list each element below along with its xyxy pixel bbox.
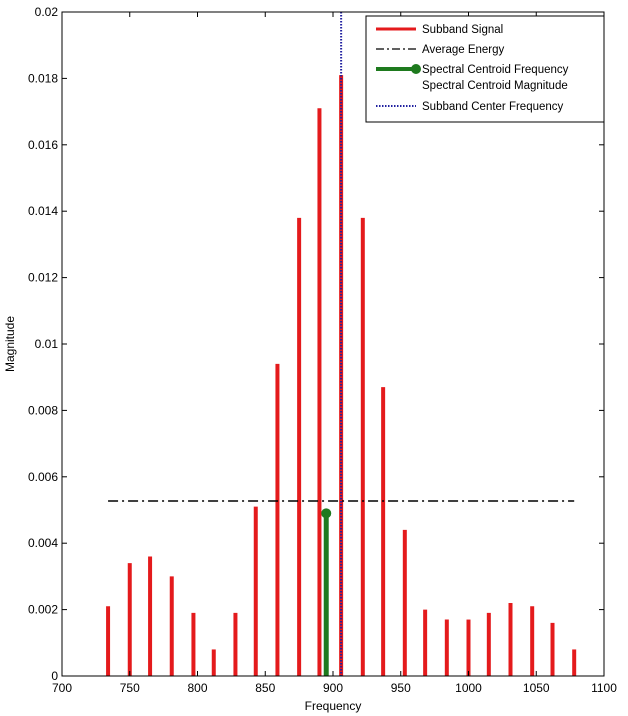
y-tick-label: 0.012 xyxy=(28,271,58,285)
legend-marker-spectral-centroid-frequency xyxy=(411,64,421,74)
legend-label-subband-center-frequency: Subband Center Frequency xyxy=(422,101,564,113)
x-tick-label: 900 xyxy=(323,681,343,695)
y-tick-label: 0.01 xyxy=(35,337,59,351)
x-tick-label: 1000 xyxy=(455,681,482,695)
y-tick-label: 0.002 xyxy=(28,603,58,617)
x-tick-label: 700 xyxy=(52,681,72,695)
x-tick-label: 950 xyxy=(391,681,411,695)
spectral-centroid-marker xyxy=(321,508,332,519)
x-tick-label: 1050 xyxy=(523,681,550,695)
y-tick-label: 0.014 xyxy=(28,204,58,218)
x-tick-label: 800 xyxy=(187,681,207,695)
x-tick-label: 1100 xyxy=(591,681,617,695)
y-tick-label: 0.02 xyxy=(35,5,59,19)
x-axis-title: Frequency xyxy=(305,699,362,713)
y-tick-label: 0.018 xyxy=(28,71,58,85)
y-tick-label: 0.008 xyxy=(28,403,58,417)
plot-area xyxy=(62,12,604,676)
x-tick-label: 850 xyxy=(255,681,275,695)
axes: 700 750 800 850 900 950 1000 1050 1100 0 0.002 0.00… xyxy=(28,5,617,695)
y-tick-label: 0 xyxy=(51,669,58,683)
legend-label-spectral-centroid-frequency: Spectral Centroid Frequency xyxy=(422,64,569,76)
legend-label-subband-signal: Subband Signal xyxy=(422,24,503,36)
legend-label-spectral-centroid-magnitude: Spectral Centroid Magnitude xyxy=(422,80,568,92)
x-tick-label: 750 xyxy=(120,681,140,695)
y-tick-label: 0.006 xyxy=(28,470,58,484)
y-tick-label: 0.016 xyxy=(28,138,58,152)
legend-label-average-energy: Average Energy xyxy=(422,44,505,56)
legend: Subband Signal Average Energy Spectral Cen… xyxy=(365,15,605,123)
y-axis-title: Magnitude xyxy=(3,316,17,372)
data-marks xyxy=(106,12,577,676)
y-tick-label: 0.004 xyxy=(28,536,58,550)
